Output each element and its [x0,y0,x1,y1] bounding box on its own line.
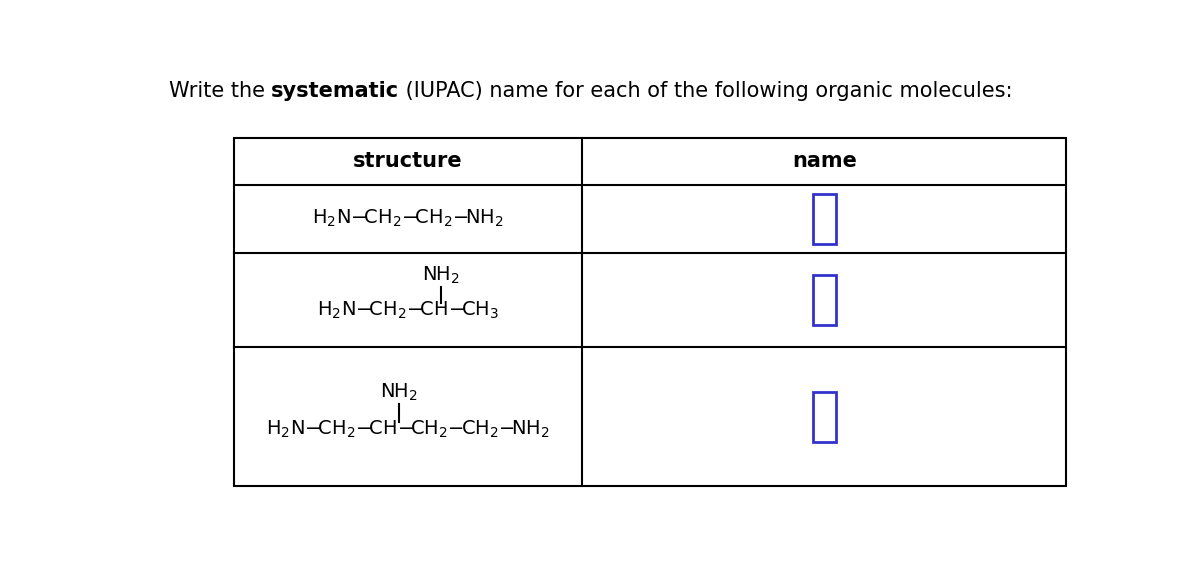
Text: name: name [792,151,857,171]
Text: H$_2$N$-\!$CH$_2$$-\!$CH$-\!$CH$_3$: H$_2$N$-\!$CH$_2$$-\!$CH$-\!$CH$_3$ [317,300,499,321]
Text: Write the: Write the [168,81,271,101]
Text: NH$_2$: NH$_2$ [380,382,418,403]
Text: H$_2$N$-\!$CH$_2$$-\!$CH$_2$$-\!$NH$_2$: H$_2$N$-\!$CH$_2$$-\!$CH$_2$$-\!$NH$_2$ [312,208,504,229]
Text: structure: structure [353,151,463,171]
Text: NH$_2$: NH$_2$ [421,265,460,286]
Text: systematic: systematic [271,81,400,101]
Bar [812,194,836,244]
Bar [812,392,836,441]
Text: H$_2$N$-\!$CH$_2$$-\!$CH$-\!$CH$_2$$-\!$CH$_2$$-\!$NH$_2$: H$_2$N$-\!$CH$_2$$-\!$CH$-\!$CH$_2$$-\!$… [266,419,550,440]
Text: (IUPAC) name for each of the following organic molecules:: (IUPAC) name for each of the following o… [400,81,1013,101]
Bar [234,138,1066,486]
Bar [812,275,836,325]
